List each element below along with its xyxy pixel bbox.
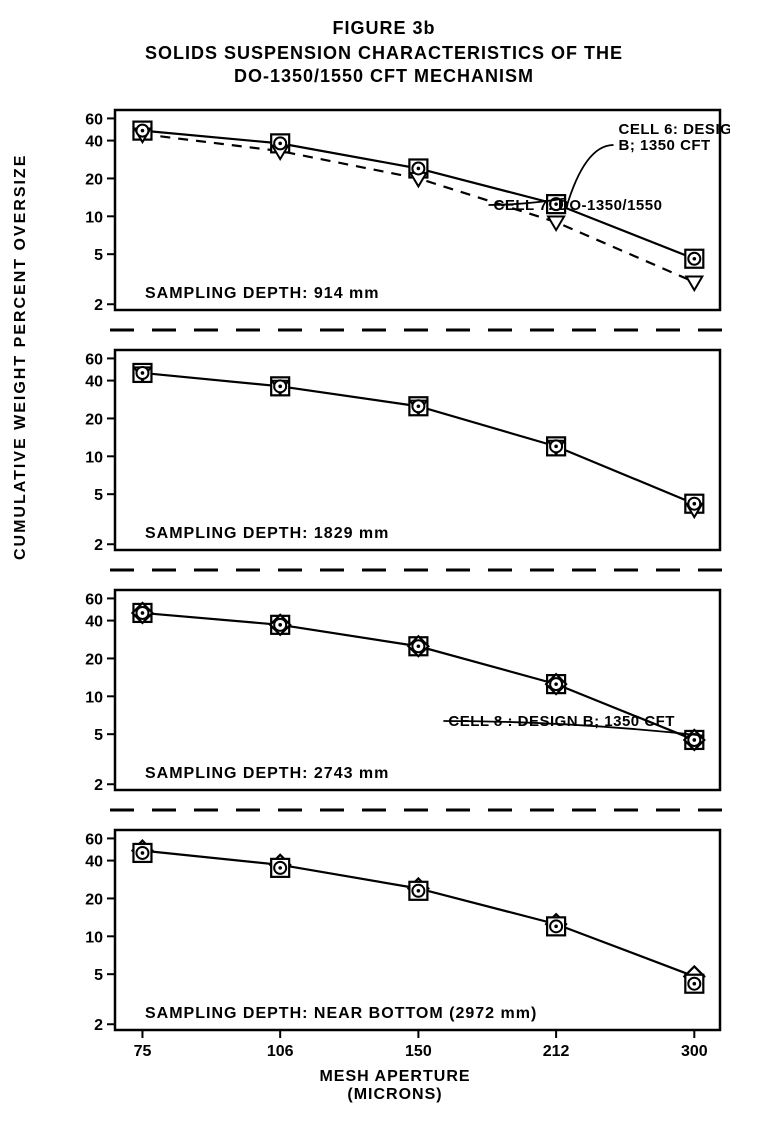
panel-2: 2510204060SAMPLING DEPTH: 2743 mmCELL 8 … bbox=[85, 590, 725, 810]
svg-text:20: 20 bbox=[85, 171, 103, 188]
panel-3: 2 5 10 20 40 60 75 106 150 212 300 SAMPLING DEPTH: … bbox=[85, 830, 720, 1060]
y-axis-label: CUMULATIVE WEIGHT PERCENT OVERSIZE bbox=[12, 154, 30, 560]
svg-text:40: 40 bbox=[85, 134, 103, 151]
svg-text:10: 10 bbox=[85, 929, 103, 946]
svg-text:5: 5 bbox=[94, 247, 103, 264]
panel-label: SAMPLING DEPTH: NEAR BOTTOM (2972 mm) bbox=[145, 1005, 537, 1022]
svg-text:5: 5 bbox=[94, 727, 103, 744]
svg-text:2: 2 bbox=[94, 297, 103, 314]
figure-title-line2: DO-1350/1550 CFT MECHANISM bbox=[0, 66, 768, 87]
panel-label: SAMPLING DEPTH: 1829 mm bbox=[145, 525, 389, 542]
svg-text:2: 2 bbox=[94, 777, 103, 794]
svg-text:150: 150 bbox=[405, 1043, 432, 1060]
svg-text:5: 5 bbox=[94, 487, 103, 504]
svg-text:2: 2 bbox=[94, 1017, 103, 1034]
svg-text:10: 10 bbox=[85, 689, 103, 706]
svg-text:5: 5 bbox=[94, 967, 103, 984]
svg-text:20: 20 bbox=[85, 891, 103, 908]
svg-text:B; 1350 CFT: B; 1350 CFT bbox=[619, 137, 711, 154]
charts-area: 2 5 10 20 40 60 SAMPLING DEPTH: 914 mm CELL 6: … bbox=[60, 100, 730, 1040]
svg-text:60: 60 bbox=[85, 111, 103, 128]
svg-text:300: 300 bbox=[681, 1043, 708, 1060]
chart-svg: 2 5 10 20 40 60 SAMPLING DEPTH: 914 mm CELL 6: … bbox=[60, 100, 730, 1080]
svg-text:2: 2 bbox=[94, 537, 103, 554]
svg-text:60: 60 bbox=[85, 591, 103, 608]
svg-text:10: 10 bbox=[85, 449, 103, 466]
x-axis-label-line2: (MICRONS) bbox=[60, 1086, 730, 1104]
svg-text:40: 40 bbox=[85, 374, 103, 391]
svg-text:40: 40 bbox=[85, 614, 103, 631]
panel-label: SAMPLING DEPTH: 2743 mm bbox=[145, 765, 389, 782]
svg-text:20: 20 bbox=[85, 651, 103, 668]
x-axis-label-block: MESH APERTURE (MICRONS) bbox=[60, 1068, 730, 1104]
x-axis-label-line1: MESH APERTURE bbox=[60, 1068, 730, 1086]
svg-text:CELL 6: DESIGN: CELL 6: DESIGN bbox=[619, 121, 730, 138]
svg-text:CELL 7: DO-1350/1550: CELL 7: DO-1350/1550 bbox=[493, 197, 662, 214]
svg-text:20: 20 bbox=[85, 411, 103, 428]
svg-text:10: 10 bbox=[85, 209, 103, 226]
figure-title-block: FIGURE 3b SOLIDS SUSPENSION CHARACTERIST… bbox=[0, 0, 768, 87]
svg-text:212: 212 bbox=[543, 1043, 570, 1060]
panel-1: 2 5 10 20 40 60 SAMPLING DEPTH: 1829 mm bbox=[85, 350, 725, 570]
figure-title-line1: SOLIDS SUSPENSION CHARACTERISTICS OF THE bbox=[0, 43, 768, 64]
svg-text:106: 106 bbox=[267, 1043, 294, 1060]
figure-number: FIGURE 3b bbox=[0, 18, 768, 39]
svg-text:40: 40 bbox=[85, 854, 103, 871]
panel-label: SAMPLING DEPTH: 914 mm bbox=[145, 285, 379, 302]
svg-text:60: 60 bbox=[85, 831, 103, 848]
svg-text:75: 75 bbox=[134, 1043, 152, 1060]
panel-0: 2 5 10 20 40 60 SAMPLING DEPTH: 914 mm CELL 6: … bbox=[85, 110, 730, 330]
svg-text:60: 60 bbox=[85, 351, 103, 368]
